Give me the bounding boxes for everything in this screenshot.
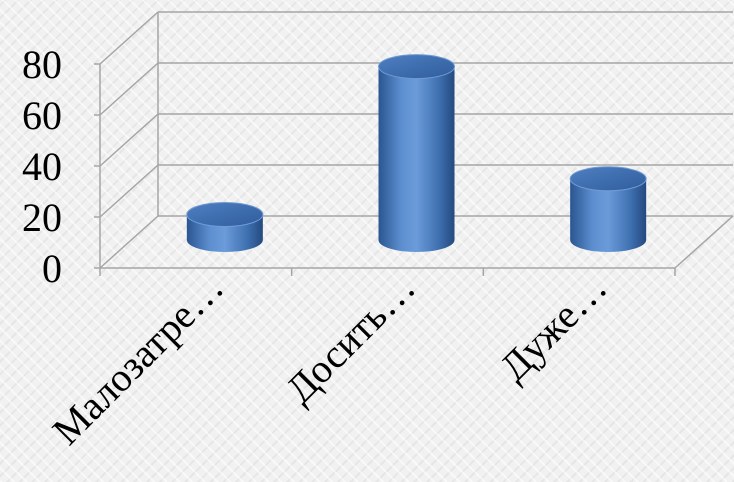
gridline-side (99, 113, 159, 167)
gridline-side (99, 11, 159, 65)
bar-top (186, 202, 264, 227)
bar-top (378, 54, 455, 80)
x-axis-labels: Малозатре… Досить… Дуже… (43, 265, 615, 454)
y-tick-label: 60 (22, 93, 62, 138)
bars (186, 54, 647, 253)
bar-body (378, 66, 455, 252)
y-tick-label: 80 (22, 42, 62, 87)
floor-right-edge (674, 215, 734, 269)
y-tick-label: 0 (42, 246, 62, 291)
bar-body (570, 178, 647, 252)
gridline-side (99, 215, 159, 269)
y-tick-label: 20 (22, 195, 62, 240)
x-category-label: Дуже… (491, 265, 616, 390)
x-category-label: Малозатре… (43, 265, 232, 454)
y-axis-ticks: 0 20 40 60 80 (22, 42, 100, 291)
bar-top (569, 166, 647, 192)
bar (569, 166, 647, 252)
bar (378, 54, 455, 252)
gridline-side (99, 62, 159, 116)
gridline-side (99, 164, 159, 218)
x-category-label: Досить… (277, 265, 424, 412)
chart-axes (99, 215, 734, 276)
y-tick-label: 40 (22, 144, 62, 189)
bar (186, 202, 264, 253)
